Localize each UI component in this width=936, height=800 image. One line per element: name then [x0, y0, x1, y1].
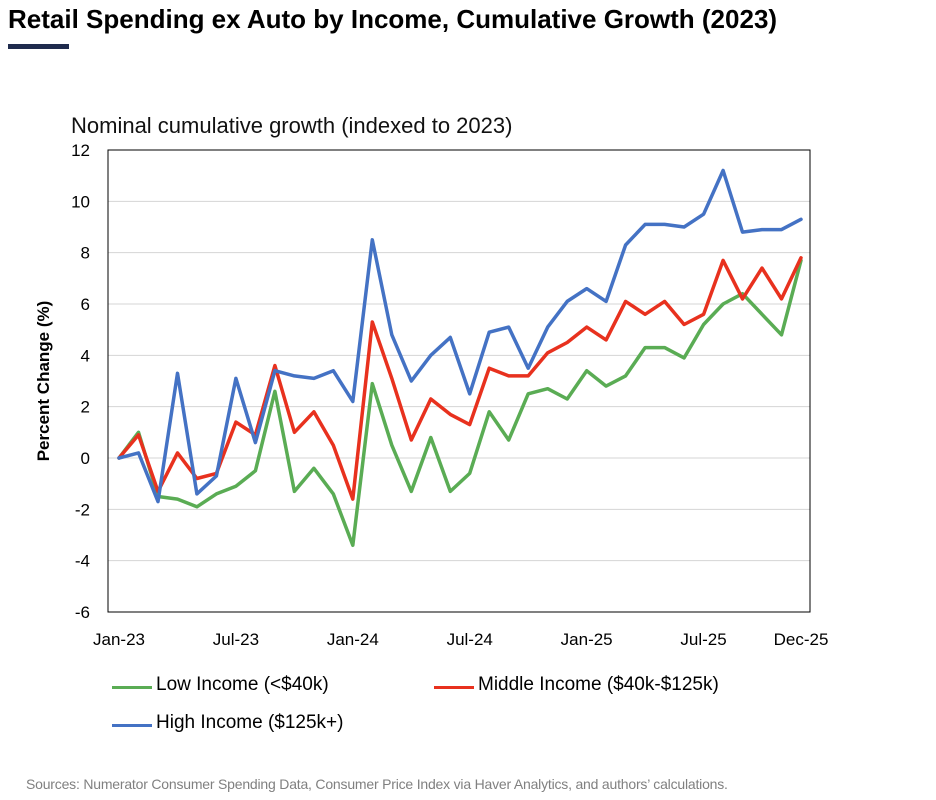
y-tick-label: -4	[75, 552, 90, 571]
y-tick-label: 6	[81, 295, 90, 314]
x-axis-ticks: Jan-23 Jul-23 Jan-24 Jul-24 Jan-25 Jul-25 Dec-…	[93, 630, 828, 649]
y-tick-label: 12	[71, 141, 90, 160]
x-tick-label: Jan-25	[561, 630, 613, 649]
y-tick-label: -2	[75, 500, 90, 519]
y-tick-label: 0	[81, 449, 90, 468]
y-tick-label: 4	[81, 346, 90, 365]
legend-label-low: Low Income (<$40k)	[156, 674, 329, 695]
chart-subtitle: Nominal cumulative growth (indexed to 20…	[71, 113, 513, 138]
y-axis-label: Percent Change (%)	[34, 301, 53, 462]
title-underline	[8, 44, 69, 49]
series-lines	[117, 168, 803, 548]
y-axis-ticks: -6 -4 -2 0 2 4 6 8 10 12	[71, 141, 90, 622]
x-tick-label: Jul-23	[213, 630, 259, 649]
plot-area-border	[107, 149, 811, 613]
y-tick-label: 2	[81, 398, 90, 417]
gridlines	[108, 149, 810, 613]
series-line-high	[117, 168, 803, 504]
legend-swatch-low	[112, 686, 152, 689]
series-line-low	[117, 258, 803, 548]
main-title: Retail Spending ex Auto by Income, Cumul…	[8, 4, 778, 34]
x-tick-label: Jul-24	[447, 630, 493, 649]
y-tick-label: 8	[81, 244, 90, 263]
legend-swatch-high	[112, 724, 152, 727]
x-tick-label: Dec-25	[774, 630, 829, 649]
x-tick-label: Jan-24	[327, 630, 379, 649]
y-tick-label: 10	[71, 192, 90, 211]
legend-label-high: High Income ($125k+)	[156, 712, 344, 733]
source-note: Sources: Numerator Consumer Spending Dat…	[26, 776, 728, 792]
x-tick-label: Jul-25	[680, 630, 726, 649]
y-tick-label: -6	[75, 603, 90, 622]
series-line-middle	[117, 256, 803, 501]
legend-swatch-middle	[434, 686, 474, 689]
x-tick-label: Jan-23	[93, 630, 145, 649]
legend-label-middle: Middle Income ($40k-$125k)	[478, 674, 719, 695]
